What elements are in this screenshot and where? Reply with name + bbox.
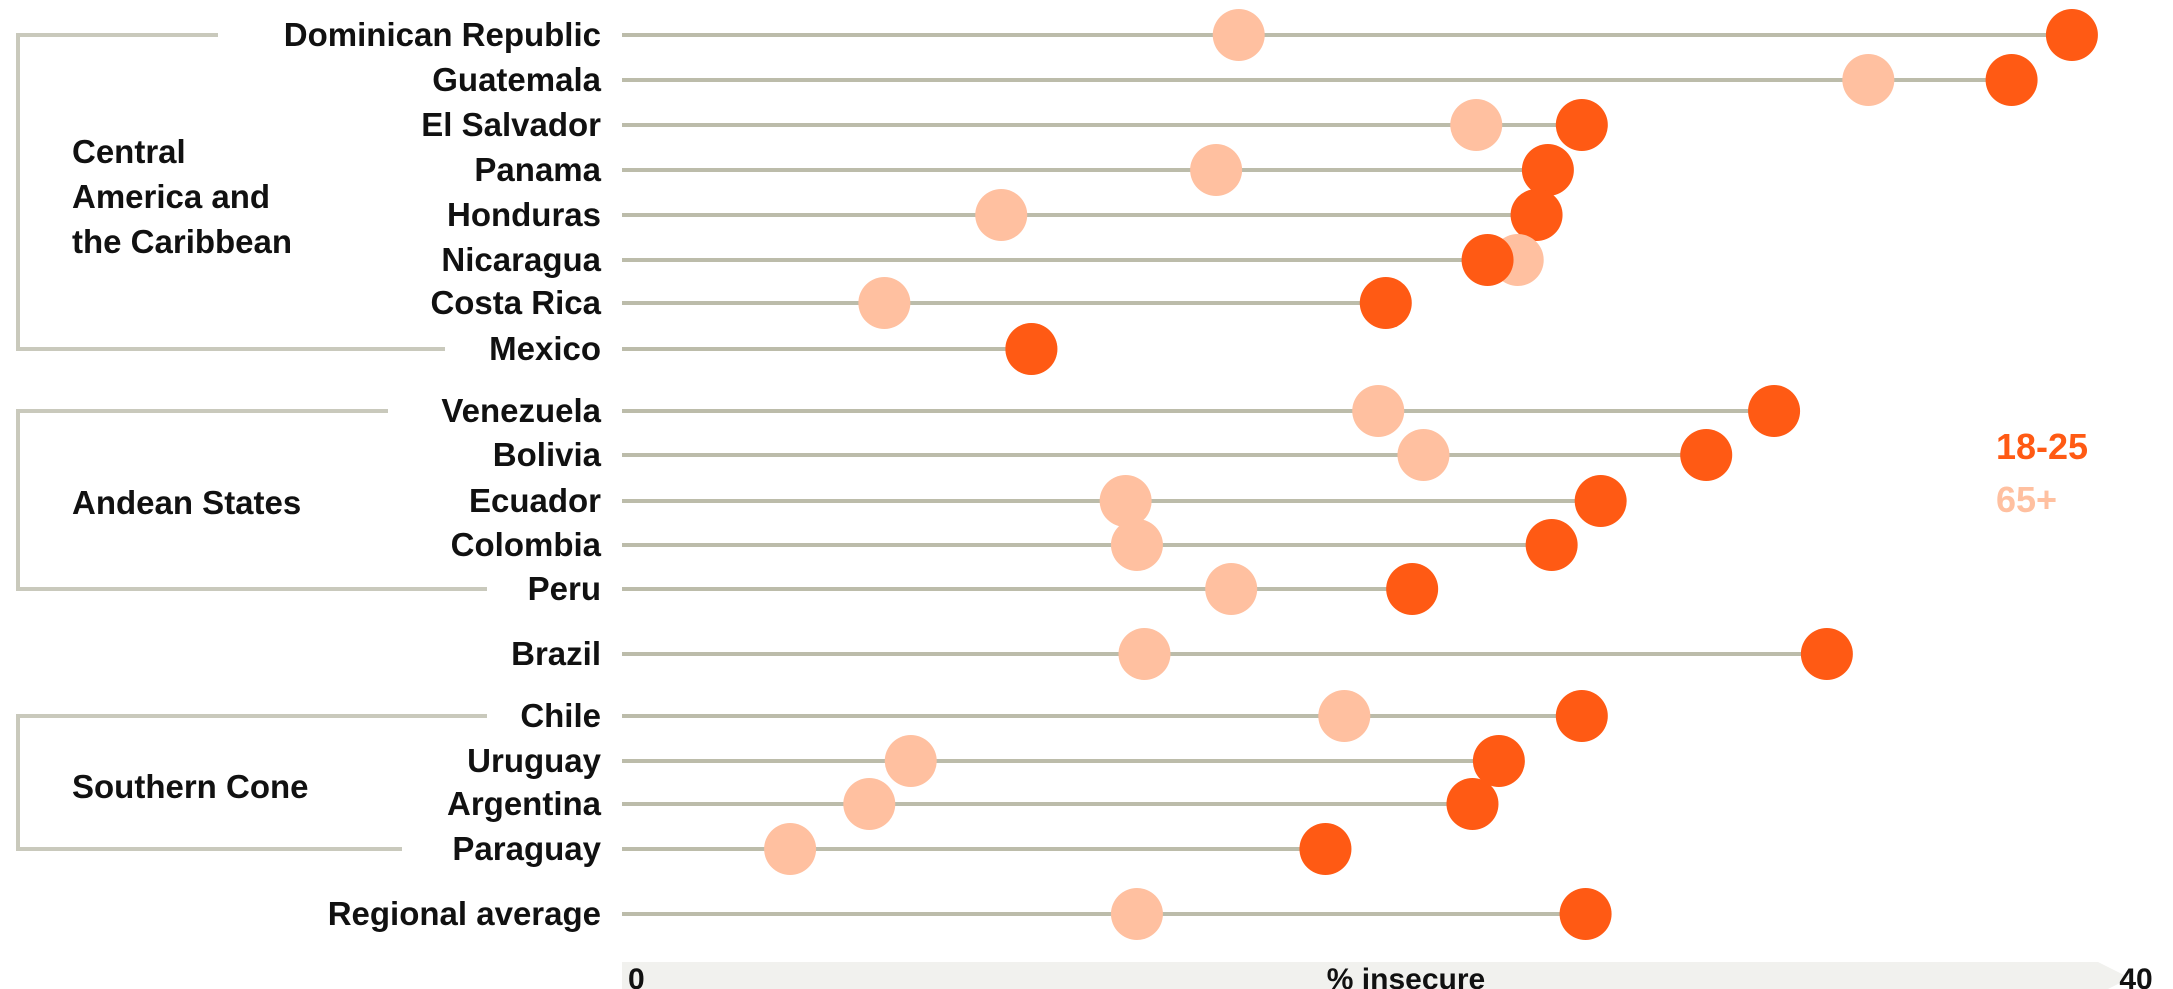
dot-65-plus-paraguay xyxy=(764,823,817,875)
dot-65-plus-guatemala xyxy=(1842,54,1895,106)
dot-65-plus-dominican-republic xyxy=(1212,9,1265,61)
dot-65-plus-costa-rica xyxy=(858,277,911,329)
legend-entry-65-plus: 65+ xyxy=(1996,479,2057,520)
country-label-panama: Panama xyxy=(474,151,601,188)
country-label-guatemala: Guatemala xyxy=(432,61,601,98)
country-label-bolivia: Bolivia xyxy=(493,436,602,473)
row-regional-average: Regional average xyxy=(328,888,1612,940)
dot-65-plus-honduras xyxy=(975,189,1028,241)
dot-65-plus-panama xyxy=(1190,144,1243,196)
dot-18-25-colombia xyxy=(1525,519,1578,571)
country-label-argentina: Argentina xyxy=(447,785,602,822)
axis-arrow-band xyxy=(622,962,2130,989)
row-panama: Panama xyxy=(474,144,1574,196)
group-bracket-central-america-and-the-caribbean xyxy=(16,33,445,351)
group-label-central-america-and-the-caribbean-line-2: America and xyxy=(72,178,270,215)
country-label-uruguay: Uruguay xyxy=(467,742,602,779)
row-costa-rica: Costa Rica xyxy=(430,277,1412,329)
dot-65-plus-venezuela xyxy=(1352,385,1405,437)
x-tick-label-min: 0 xyxy=(628,963,645,989)
row-bolivia: Bolivia xyxy=(493,429,1733,481)
country-label-colombia: Colombia xyxy=(451,526,602,563)
row-honduras: Honduras xyxy=(447,189,1563,241)
country-label-brazil: Brazil xyxy=(511,635,601,672)
country-label-honduras: Honduras xyxy=(447,196,601,233)
data-rows: Dominican Republic Guatemala El Salvador Pa… xyxy=(284,9,2098,940)
country-label-paraguay: Paraguay xyxy=(452,830,601,867)
row-uruguay: Uruguay xyxy=(467,735,1525,787)
dot-18-25-panama xyxy=(1521,144,1574,196)
dot-18-25-chile xyxy=(1555,690,1608,742)
group-bracket-andean-states xyxy=(16,409,487,591)
group-bracket-southern-cone xyxy=(16,714,487,851)
group-label-andean-states-line-1: Andean States xyxy=(72,484,301,521)
group-label-central-america-and-the-caribbean-line-1: Central xyxy=(72,133,186,170)
dot-18-25-venezuela xyxy=(1748,385,1801,437)
country-label-ecuador: Ecuador xyxy=(469,482,601,519)
dot-18-25-ecuador xyxy=(1574,475,1627,527)
dot-18-25-regional-average xyxy=(1559,888,1612,940)
row-peru: Peru xyxy=(528,563,1439,615)
country-label-el-salvador: El Salvador xyxy=(421,106,601,143)
dot-65-plus-uruguay xyxy=(884,735,937,787)
dot-18-25-costa-rica xyxy=(1359,277,1412,329)
row-colombia: Colombia xyxy=(451,519,1578,571)
x-tick-label-max: 40 xyxy=(2119,963,2152,989)
group-brackets xyxy=(16,33,487,851)
dot-18-25-mexico xyxy=(1005,323,1058,375)
row-mexico: Mexico xyxy=(489,323,1058,375)
dot-18-25-bolivia xyxy=(1680,429,1733,481)
country-label-dominican-republic: Dominican Republic xyxy=(284,16,601,53)
dot-18-25-nicaragua xyxy=(1461,234,1514,286)
country-label-peru: Peru xyxy=(528,570,601,607)
dot-65-plus-brazil xyxy=(1118,628,1171,680)
dot-18-25-peru xyxy=(1386,563,1439,615)
dot-65-plus-colombia xyxy=(1110,519,1163,571)
dot-18-25-dominican-republic xyxy=(2045,9,2098,61)
legend: 18-25 65+ xyxy=(1996,426,2088,520)
x-axis-label: % insecure xyxy=(1327,963,1485,989)
dot-18-25-paraguay xyxy=(1299,823,1352,875)
row-chile: Chile xyxy=(520,690,1608,742)
dot-18-25-brazil xyxy=(1800,628,1853,680)
row-guatemala: Guatemala xyxy=(432,54,2038,106)
dot-65-plus-ecuador xyxy=(1099,475,1152,527)
dot-65-plus-el-salvador xyxy=(1450,99,1503,151)
dot-65-plus-peru xyxy=(1205,563,1258,615)
country-label-regional-average: Regional average xyxy=(328,895,601,932)
country-label-venezuela: Venezuela xyxy=(441,392,601,429)
x-axis: 0 % insecure 40 xyxy=(622,962,2153,989)
dot-65-plus-regional-average xyxy=(1110,888,1163,940)
group-label-southern-cone-line-1: Southern Cone xyxy=(72,768,309,805)
row-ecuador: Ecuador xyxy=(469,475,1627,527)
dot-65-plus-bolivia xyxy=(1397,429,1450,481)
country-label-nicaragua: Nicaragua xyxy=(441,241,601,278)
row-nicaragua: Nicaragua xyxy=(441,234,1544,286)
row-dominican-republic: Dominican Republic xyxy=(284,9,2098,61)
country-label-costa-rica: Costa Rica xyxy=(430,284,601,321)
country-label-mexico: Mexico xyxy=(489,330,601,367)
group-label-central-america-and-the-caribbean-line-3: the Caribbean xyxy=(72,223,292,260)
dot-18-25-argentina xyxy=(1446,778,1499,830)
dot-18-25-uruguay xyxy=(1472,735,1525,787)
row-el-salvador: El Salvador xyxy=(421,99,1608,151)
row-argentina: Argentina xyxy=(447,778,1499,830)
group-labels: Central America and the Caribbean Andean St… xyxy=(72,133,309,805)
dot-65-plus-chile xyxy=(1318,690,1371,742)
dot-18-25-el-salvador xyxy=(1555,99,1608,151)
row-venezuela: Venezuela xyxy=(441,385,1801,437)
country-label-chile: Chile xyxy=(520,697,601,734)
dot-18-25-guatemala xyxy=(1985,54,2038,106)
row-brazil: Brazil xyxy=(511,628,1853,680)
row-paraguay: Paraguay xyxy=(452,823,1352,875)
dot-18-25-honduras xyxy=(1510,189,1563,241)
dot-65-plus-argentina xyxy=(843,778,896,830)
legend-entry-18-25: 18-25 xyxy=(1996,426,2088,467)
